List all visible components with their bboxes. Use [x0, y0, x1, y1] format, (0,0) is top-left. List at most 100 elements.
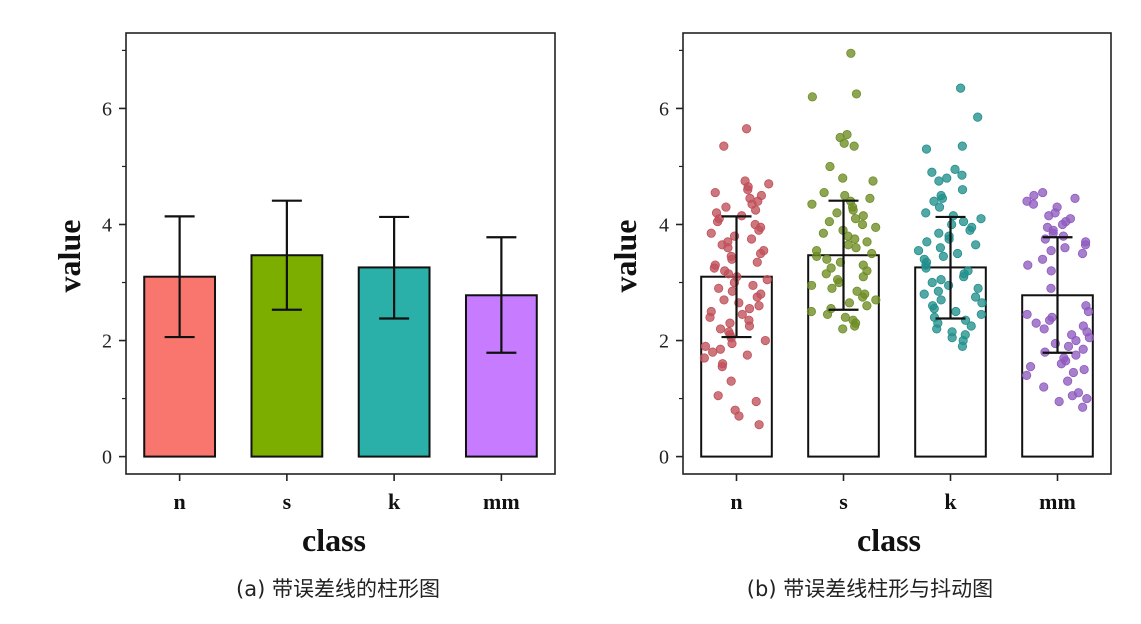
jitter-point-s: [822, 254, 832, 264]
jitter-point-s: [821, 269, 831, 279]
jitter-point-s: [862, 237, 872, 247]
y-tick-label: 6: [102, 98, 112, 120]
panel-a-y-axis-title: value: [51, 220, 87, 293]
bar-n: [143, 275, 217, 458]
jitter-point-n: [754, 301, 764, 311]
x-tick-label-s: s: [283, 489, 292, 514]
y-tick-label: 6: [659, 98, 669, 120]
panel-b-x-axis-title: class: [857, 522, 921, 558]
jitter-point-mm: [1079, 364, 1089, 375]
jitter-point-n: [723, 243, 733, 253]
jitter-point-s: [807, 199, 817, 209]
jitter-point-s: [851, 243, 861, 253]
jitter-point-n: [721, 202, 731, 212]
jitter-point-mm: [1071, 350, 1081, 360]
jitter-point-k: [977, 298, 987, 308]
jitter-point-k: [913, 245, 924, 256]
jitter-point-mm: [1058, 231, 1068, 241]
jitter-point-n: [700, 341, 711, 351]
jitter-point-mm: [1077, 248, 1088, 259]
jitter-point-n: [719, 141, 729, 151]
jitter-point-k: [921, 144, 932, 154]
jitter-point-s: [857, 219, 868, 230]
jitter-point-s: [867, 248, 877, 259]
jitter-point-s: [858, 272, 868, 282]
jitter-point-s: [812, 251, 822, 262]
jitter-point-mm: [1084, 333, 1094, 343]
jitter-point-k: [947, 333, 957, 343]
jitter-point-s: [858, 211, 868, 221]
jitter-point-n: [715, 324, 726, 334]
jitter-point-k: [973, 112, 983, 122]
jitter-point-n: [752, 257, 762, 267]
jitter-point-k: [936, 295, 946, 305]
y-tick-label: 0: [659, 447, 669, 469]
panel-a-caption: (a) 带误差线的柱形图: [236, 577, 440, 601]
jitter-point-n: [727, 286, 737, 296]
jitter-point-n: [713, 391, 723, 401]
panel-a-error-bars: [164, 199, 517, 354]
jitter-point-mm: [1071, 335, 1081, 346]
jitter-point-n: [741, 124, 752, 134]
jitter-point-mm: [1040, 234, 1050, 244]
jitter-point-k: [957, 141, 967, 151]
y-tick-label: 4: [102, 214, 112, 236]
jitter-point-s: [862, 301, 872, 311]
jitter-point-k: [922, 237, 932, 247]
jitter-point-n: [709, 263, 719, 273]
jitter-point-k: [976, 214, 986, 224]
jitter-point-k: [958, 216, 969, 227]
jitter-point-n: [726, 376, 736, 386]
jitter-point-n: [727, 254, 737, 264]
jitter-point-mm: [1048, 228, 1058, 238]
jitter-point-n: [734, 411, 744, 421]
jitter-point-s: [865, 193, 875, 203]
panel-b-error-bars: [721, 199, 1073, 354]
x-tick-label-mm: mm: [1039, 489, 1076, 514]
jitter-point-k: [929, 196, 939, 206]
jitter-point-s: [824, 216, 834, 227]
x-tick-label-n: n: [730, 489, 742, 514]
jitter-point-k: [947, 219, 957, 230]
jitter-point-n: [748, 280, 758, 291]
jitter-point-k: [927, 277, 937, 288]
jitter-point-k: [938, 251, 948, 262]
jitter-point-k: [936, 275, 946, 285]
jitter-point-s: [844, 298, 855, 308]
jitter-point-k: [951, 306, 961, 317]
jitter-point-mm: [1039, 382, 1049, 392]
jitter-point-s: [843, 240, 853, 250]
jitter-point-n: [712, 216, 723, 227]
jitter-point-mm: [1037, 254, 1048, 264]
y-tick-label: 2: [659, 331, 669, 353]
jitter-point-k: [957, 170, 967, 180]
jitter-point-s: [871, 222, 881, 232]
jitter-point-mm: [1031, 318, 1041, 328]
x-tick-label-k: k: [388, 489, 401, 514]
jitter-point-k: [957, 341, 968, 351]
jitter-point-mm: [1068, 367, 1079, 378]
jitter-point-s: [806, 280, 817, 291]
jitter-point-s: [851, 89, 862, 99]
jitter-point-n: [742, 350, 752, 360]
jitter-point-n: [746, 234, 757, 244]
panel-a-y-axis: 0 2 4 6: [102, 49, 126, 469]
jitter-point-s: [825, 161, 835, 172]
jitter-point-mm: [1022, 309, 1032, 320]
jitter-point-mm: [1046, 266, 1056, 276]
jitter-point-n: [725, 318, 735, 328]
jitter-point-mm: [1078, 344, 1088, 354]
jitter-point-k: [973, 283, 983, 293]
jitter-point-k: [952, 248, 963, 259]
jitter-point-n: [708, 347, 718, 357]
panel-b-y-axis: 0 2 4 6: [659, 49, 683, 469]
jitter-point-k: [956, 83, 966, 93]
x-tick-label-k: k: [944, 489, 957, 514]
jitter-point-k: [959, 272, 969, 282]
jitter-point-n: [755, 248, 766, 259]
jitter-point-s: [818, 228, 828, 238]
jitter-point-mm: [1029, 190, 1039, 201]
jitter-point-n: [750, 205, 761, 215]
jitter-point-s: [807, 92, 817, 102]
y-tick-label: 0: [102, 447, 112, 469]
